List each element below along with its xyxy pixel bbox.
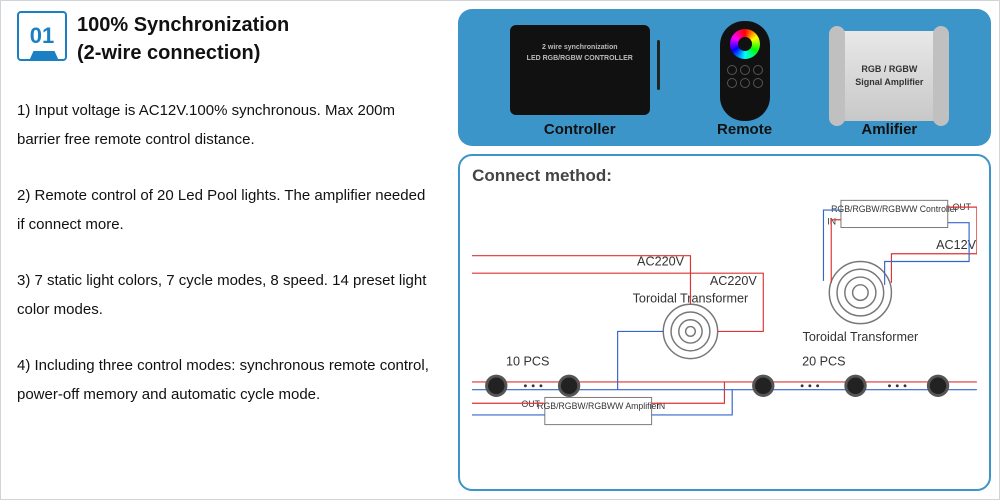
feature-item: 4) Including three control modes: synchr… xyxy=(17,352,434,409)
remote-label: Remote xyxy=(717,121,772,138)
title-line-1: 100% Synchronization xyxy=(77,11,289,39)
amplifier-label: Amlifier xyxy=(839,121,939,138)
controller-icon: 2 wire synchronization LED RGB/RGBW CONT… xyxy=(510,25,650,115)
right-panel: 2 wire synchronization LED RGB/RGBW CONT… xyxy=(450,1,999,499)
header: 01 100% Synchronization (2-wire connecti… xyxy=(17,11,434,67)
amplifier-icon: RGB / RGBW Signal Amplifier xyxy=(839,31,939,121)
svg-text:Toroidal Transformer: Toroidal Transformer xyxy=(803,330,919,344)
feature-item: 3) 7 static light colors, 7 cycle modes,… xyxy=(17,267,434,324)
left-panel: 01 100% Synchronization (2-wire connecti… xyxy=(1,1,450,499)
svg-text:AC12V: AC12V xyxy=(936,238,977,252)
remote-icon xyxy=(720,21,770,121)
transformer-2 xyxy=(829,262,891,324)
diagram-title: Connect method: xyxy=(472,166,977,186)
transformer-1 xyxy=(663,304,717,358)
remote-buttons xyxy=(720,65,770,88)
controller-label: Controller xyxy=(510,121,650,138)
diagram-panel: Connect method: RGB/RGBW/RGBWW Controlle… xyxy=(458,154,991,491)
amplifier-text: RGB / RGBW Signal Amplifier xyxy=(839,31,939,121)
device-remote: Remote xyxy=(717,21,772,138)
svg-text:AC220V: AC220V xyxy=(637,254,685,268)
color-wheel-icon xyxy=(730,29,760,59)
svg-text:IN: IN xyxy=(657,401,666,411)
device-controller: 2 wire synchronization LED RGB/RGBW CONT… xyxy=(510,25,650,138)
svg-text:AC220V: AC220V xyxy=(710,274,758,288)
section-badge: 01 xyxy=(17,11,67,61)
svg-text:OUT: OUT xyxy=(522,399,541,409)
controller-text: 2 wire synchronization LED RGB/RGBW CONT… xyxy=(510,25,650,64)
feature-list: 1) Input voltage is AC12V.100% synchrono… xyxy=(17,97,434,409)
svg-text:10 PCS: 10 PCS xyxy=(506,354,549,368)
device-amplifier: RGB / RGBW Signal Amplifier Amlifier xyxy=(839,31,939,138)
devices-strip: 2 wire synchronization LED RGB/RGBW CONT… xyxy=(458,9,991,146)
svg-text:RGB/RGBW/RGBWW Amplifier: RGB/RGBW/RGBWW Amplifier xyxy=(537,401,659,411)
feature-item: 2) Remote control of 20 Led Pool lights.… xyxy=(17,182,434,239)
feature-item: 1) Input voltage is AC12V.100% synchrono… xyxy=(17,97,434,154)
title-line-2: (2-wire connection) xyxy=(77,39,289,67)
section-title: 100% Synchronization (2-wire connection) xyxy=(77,11,289,67)
connection-diagram: RGB/RGBW/RGBWW Controller IN OUT RGB/RGB… xyxy=(472,192,977,432)
svg-text:20 PCS: 20 PCS xyxy=(802,354,845,368)
svg-text:RGB/RGBW/RGBWW Controller: RGB/RGBW/RGBWW Controller xyxy=(831,204,958,214)
